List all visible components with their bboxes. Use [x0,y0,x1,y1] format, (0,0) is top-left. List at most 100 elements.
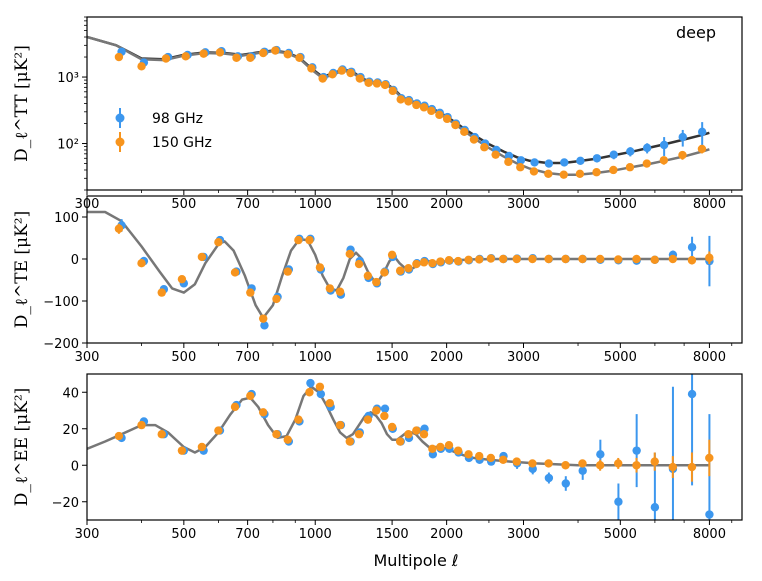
ee-point-1-35 [528,459,537,468]
te-series-150ghz [114,223,714,323]
te-point-1-45 [705,253,714,262]
te-point-1-23 [404,264,413,273]
ee-ytick-label-2: 20 [62,423,79,438]
te-point-0-8 [260,321,269,330]
te-point-1-27 [436,257,445,266]
te-ytick-label-0: −200 [43,337,79,352]
te-point-1-33 [498,254,508,264]
te-panel: 300 500 700 1000 1500 2000 3000 5000 8000−200−10… [12,195,743,365]
tt-y-axis-title: D_ℓ^TT [μK²] [12,45,32,162]
te-point-1-4 [197,252,207,262]
tt-point-1-29 [451,120,460,130]
tt-point-0-44 [659,140,669,150]
te-point-1-22 [395,266,405,275]
te-xtick-label-7: 5000 [604,350,637,365]
te-ytick-label-1: −100 [43,295,79,310]
tt-point-1-32 [480,143,489,152]
te-point-1-29 [453,256,463,266]
ee-point-1-22 [395,437,405,446]
tt-point-1-12 [307,64,316,73]
tt-point-1-35 [516,163,525,172]
te-point-1-18 [363,271,373,280]
tt-point-1-4 [199,49,208,58]
tt-point-0-43 [642,143,652,153]
tt-point-1-28 [442,114,452,124]
legend-label-150ghz: 150 GHz [152,135,212,151]
te-point-1-34 [512,254,521,264]
tt-point-1-34 [504,157,513,167]
te-point-1-43 [668,254,678,264]
te-point-1-24 [412,259,421,269]
tt-point-0-37 [544,159,554,168]
tt-point-1-17 [355,74,364,83]
tt-point-1-27 [435,110,444,120]
tt-point-1-14 [328,70,337,79]
tt-point-1-42 [625,163,635,172]
te-point-0-44 [687,243,697,252]
te-point-1-1 [137,259,146,268]
tt-point-0-39 [576,156,585,165]
ee-point-0-40 [614,497,623,506]
tt-point-1-10 [283,50,292,59]
x-axis-title: Multipole ℓ [373,551,458,570]
ee-point-0-39 [596,450,605,459]
te-frame [86,195,743,344]
tt-panel: 300 500 700 1000 1500 2000 3000 5000 800010²10³D… [12,16,743,212]
tt-point-1-41 [609,165,618,175]
ee-point-1-4 [197,442,207,452]
ee-point-1-5 [214,426,223,435]
ee-series-150ghz [114,382,714,482]
te-point-1-17 [354,259,364,269]
ee-point-0-42 [650,503,660,512]
tt-point-1-25 [419,103,429,112]
ee-point-1-33 [498,455,508,464]
legend-entry-150ghz: 150 GHz [115,132,212,152]
te-point-1-30 [464,255,473,265]
ee-point-0-36 [544,473,554,483]
tt-point-1-2 [161,54,171,63]
tt-point-0-35 [516,156,526,165]
tt-point-1-9 [271,46,280,55]
ee-point-0-45 [705,510,714,519]
te-point-1-11 [294,235,303,245]
te-y-axis-title: D_ℓ^TE [μK²] [12,211,32,329]
tt-xtick-label-1: 500 [171,197,196,212]
ee-point-1-32 [486,453,496,463]
te-xtick-label-5: 2000 [430,350,463,365]
ee-point-1-39 [595,461,605,470]
tt-x-ticks: 300 500 700 1000 1500 2000 3000 5000 8000 [75,190,733,212]
ee-point-1-20 [380,411,389,421]
ee-point-1-31 [475,451,484,461]
te-xtick-label-6: 3000 [507,350,540,365]
ee-xtick-label-6: 3000 [507,527,540,542]
tt-point-0-40 [592,154,602,163]
ee-point-1-36 [544,459,553,468]
tt-point-1-43 [642,159,652,168]
ee-point-1-13 [315,382,325,391]
tt-point-1-44 [659,156,669,165]
te-point-1-39 [595,254,605,264]
tt-point-1-13 [318,74,327,83]
ee-point-0-44 [687,389,697,399]
te-point-1-16 [345,249,354,259]
ee-point-1-0 [114,431,124,441]
tt-point-1-26 [427,106,436,116]
te-xtick-label-0: 300 [75,350,100,365]
tt-point-1-33 [491,150,500,159]
ee-y-axis-title: D_ℓ^EE [μK²] [12,388,32,507]
tt-series-150ghz [114,46,707,179]
ee-ytick-label-3: 40 [62,386,79,401]
te-point-1-37 [561,254,570,264]
te-x-ticks: 300 500 700 1000 1500 2000 3000 5000 8000 [75,343,733,365]
te-ytick-label-2: 0 [71,253,79,268]
tt-point-1-21 [388,86,397,96]
legend-marker-150ghz [115,137,125,147]
te-point-1-19 [372,277,381,287]
te-point-1-28 [444,256,454,265]
legend-entry-98ghz: 98 GHz [115,108,203,128]
tt-point-0-46 [697,127,707,137]
te-point-1-26 [428,259,437,268]
te-point-1-20 [380,268,389,277]
te-point-1-21 [387,250,397,259]
ee-panel: 300 500 700 1000 1500 2000 3000 5000 8000 −20 0 20 4… [12,373,743,542]
